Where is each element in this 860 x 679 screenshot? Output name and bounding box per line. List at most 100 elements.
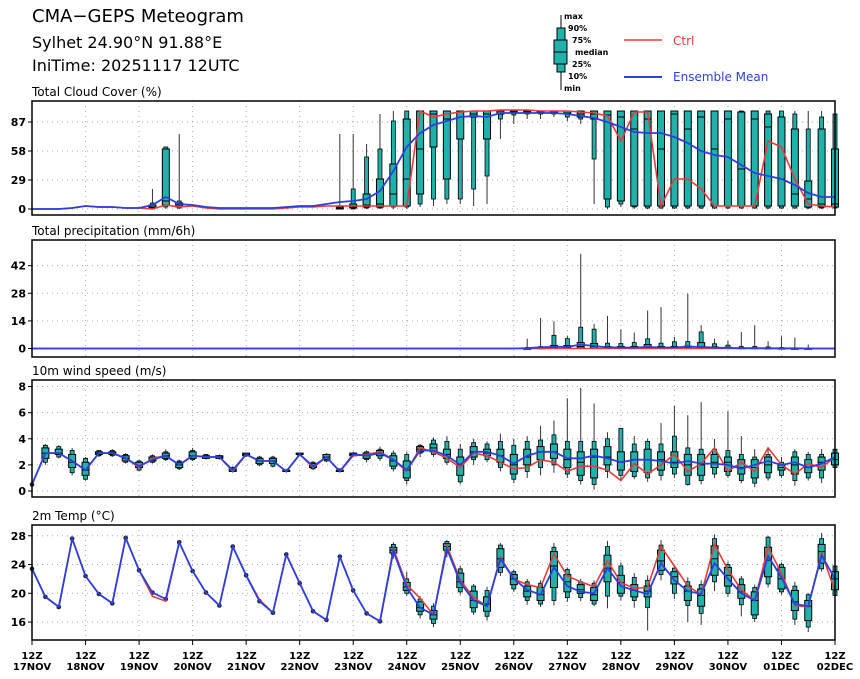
y-tick-label: 24 [11, 559, 27, 572]
ensemble-mean-line [32, 112, 835, 210]
x-tick-hour-label: 12Z [610, 651, 631, 662]
panel-frame [31, 239, 836, 358]
y-tick-label: 6 [18, 407, 26, 420]
x-tick-date-label: 20NOV [173, 662, 212, 673]
x-tick-date-label: 28NOV [602, 662, 641, 673]
box-10-90 [805, 128, 811, 209]
y-tick-label: 4 [18, 433, 26, 446]
box-25-75 [576, 451, 585, 476]
box-25-75 [630, 451, 639, 472]
y-tick-label: 0 [18, 343, 26, 356]
box-25-75 [549, 551, 558, 589]
y-tick-label: 87 [11, 116, 26, 129]
y-tick-label: 42 [11, 260, 26, 273]
x-tick-date-label: 01DEC [763, 662, 799, 673]
x-tick-hour-label: 12Z [343, 651, 364, 662]
box-25-75 [362, 193, 371, 208]
x-tick-hour-label: 12Z [289, 651, 310, 662]
legend-mean-label: Ensemble Mean [673, 70, 768, 84]
box-25-75 [697, 588, 706, 607]
box-25-75 [764, 113, 773, 207]
x-tick-hour-label: 12Z [450, 651, 471, 662]
legend-median-label: median [575, 48, 609, 57]
panel-title: 2m Temp (°C) [32, 509, 115, 523]
panel-wind: 10m wind speed (m/s) 0 2 4 6 8 [18, 364, 839, 498]
box-10-90 [471, 110, 477, 190]
panel-cloud: Total Cloud Cover (%) 0 29 58 87 [11, 85, 839, 216]
x-tick-date-label: 23NOV [334, 662, 373, 673]
x-tick-date-label: 18NOV [66, 662, 105, 673]
ensemble-mean-line [32, 343, 835, 350]
x-tick-hour-label: 12Z [75, 651, 96, 662]
legend-p10-label: 10% [568, 72, 587, 81]
box-25-75 [723, 566, 732, 587]
x-tick-hour-label: 12Z [396, 651, 417, 662]
x-tick-date-label: 22NOV [281, 662, 320, 673]
box-25-75 [697, 110, 706, 207]
y-tick-label: 8 [18, 381, 26, 394]
y-tick-label: 20 [11, 587, 27, 600]
y-tick-label: 29 [11, 174, 26, 187]
box-25-75 [737, 111, 746, 207]
legend: max 90% 75% median 25% 10% min Ctrl Ense… [553, 12, 768, 93]
ensemble-mean-line [31, 449, 836, 485]
box-25-75 [790, 589, 799, 612]
box-25-75 [429, 110, 438, 148]
init-time-label: IniTime: 20251117 12UTC [32, 56, 240, 75]
x-tick-hour-label: 12Z [664, 651, 685, 662]
box-25-75 [670, 571, 679, 585]
box-25-75 [817, 128, 826, 208]
x-tick-date-label: 30NOV [709, 662, 748, 673]
panel-title: Total Cloud Cover (%) [31, 85, 162, 99]
location-label: Sylhet 24.90°N 91.88°E [32, 33, 223, 52]
x-tick-date-label: 17NOV [13, 662, 52, 673]
chart-title: CMA−GEPS Meteogram [32, 6, 244, 27]
x-tick-date-label: 26NOV [495, 662, 534, 673]
box-25-75 [590, 110, 599, 120]
x-tick-hour-label: 12Z [771, 651, 792, 662]
ctrl-line [32, 109, 836, 210]
x-tick-hour-label: 12Z [182, 651, 203, 662]
box-25-75 [790, 128, 799, 207]
x-tick-hour-label: 12Z [503, 651, 524, 662]
x-tick-date-label: 24NOV [388, 662, 427, 673]
panel-precip: Total precipitation (mm/6h) 0 14 28 42 [11, 224, 836, 358]
x-tick-date-label: 25NOV [441, 662, 480, 673]
panel-title: 10m wind speed (m/s) [32, 364, 166, 378]
panel-frame [31, 100, 836, 216]
box-25-75 [804, 599, 813, 622]
ensemble-mean-line [31, 534, 836, 623]
x-tick-date-label: 02DEC [817, 662, 853, 673]
y-tick-label: 28 [11, 530, 26, 543]
box-25-75 [456, 456, 465, 476]
legend-p25-label: 25% [572, 60, 591, 69]
box-25-75 [643, 448, 652, 474]
box-25-75 [456, 110, 465, 140]
y-tick-label: 0 [18, 203, 26, 216]
panel-temp: 2m Temp (°C) 16 20 24 28 [11, 509, 839, 641]
y-tick-label: 16 [11, 616, 27, 629]
x-tick-hour-label: 12Z [557, 651, 578, 662]
panel-frame [31, 524, 836, 641]
x-tick-date-label: 19NOV [120, 662, 159, 673]
box-25-75 [603, 446, 612, 466]
box-25-75 [710, 110, 719, 207]
legend-min-label: min [564, 84, 581, 93]
y-tick-label: 14 [11, 315, 27, 328]
y-tick-label: 2 [18, 459, 26, 472]
box-25-75 [54, 448, 63, 455]
y-tick-label: 28 [11, 287, 26, 300]
box-25-75 [616, 110, 625, 202]
box-25-75 [643, 110, 652, 207]
box-25-75 [483, 110, 492, 140]
x-tick-hour-label: 12Z [21, 651, 42, 662]
panel-title: Total precipitation (mm/6h) [31, 224, 195, 238]
box-25-75 [670, 110, 679, 207]
box-25-75 [750, 591, 759, 616]
box-10-90 [364, 156, 369, 209]
box-25-75 [590, 448, 599, 479]
box-25-75 [442, 110, 451, 180]
box-25-75 [710, 453, 719, 468]
x-tick-hour-label: 12Z [824, 651, 845, 662]
